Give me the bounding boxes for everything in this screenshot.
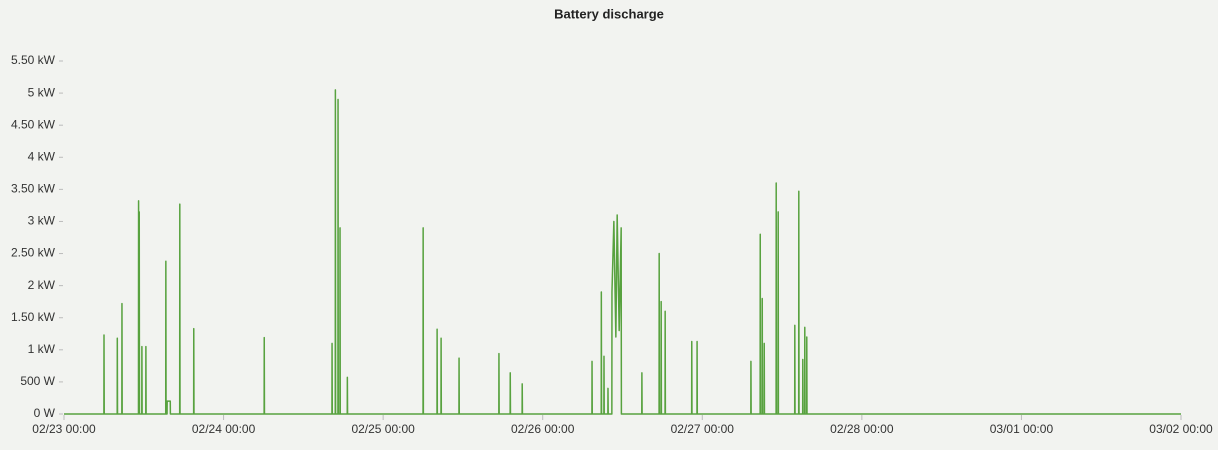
y-tick-label: 2.50 kW [11, 246, 56, 260]
y-tick-label: 3.50 kW [11, 182, 56, 196]
line [64, 89, 1181, 415]
x-tick-label: 02/25 00:00 [351, 422, 415, 436]
x-tick-label: 03/01 00:00 [990, 422, 1054, 436]
y-tick-label: 1.50 kW [11, 310, 56, 324]
y-tick-label: 3 kW [28, 214, 56, 228]
y-tick-label: 0 W [34, 406, 56, 420]
x-tick-label: 02/24 00:00 [192, 422, 256, 436]
x-tick-label: 02/26 00:00 [511, 422, 575, 436]
y-tick-label: 1 kW [28, 342, 56, 356]
chart-title: Battery discharge [554, 6, 664, 21]
x-tick-label: 02/28 00:00 [830, 422, 894, 436]
x-tick-label: 02/23 00:00 [32, 422, 96, 436]
y-tick-label: 500 W [20, 374, 55, 388]
y-tick-label: 4 kW [28, 149, 56, 163]
y-tick-label: 4.50 kW [11, 117, 56, 131]
y-tick-label: 2 kW [28, 278, 56, 292]
x-tick-label: 02/27 00:00 [671, 422, 735, 436]
y-tick-label: 5 kW [28, 85, 56, 99]
y-tick-label: 5.50 kW [11, 53, 56, 67]
x-tick-label: 03/02 00:00 [1149, 422, 1213, 436]
